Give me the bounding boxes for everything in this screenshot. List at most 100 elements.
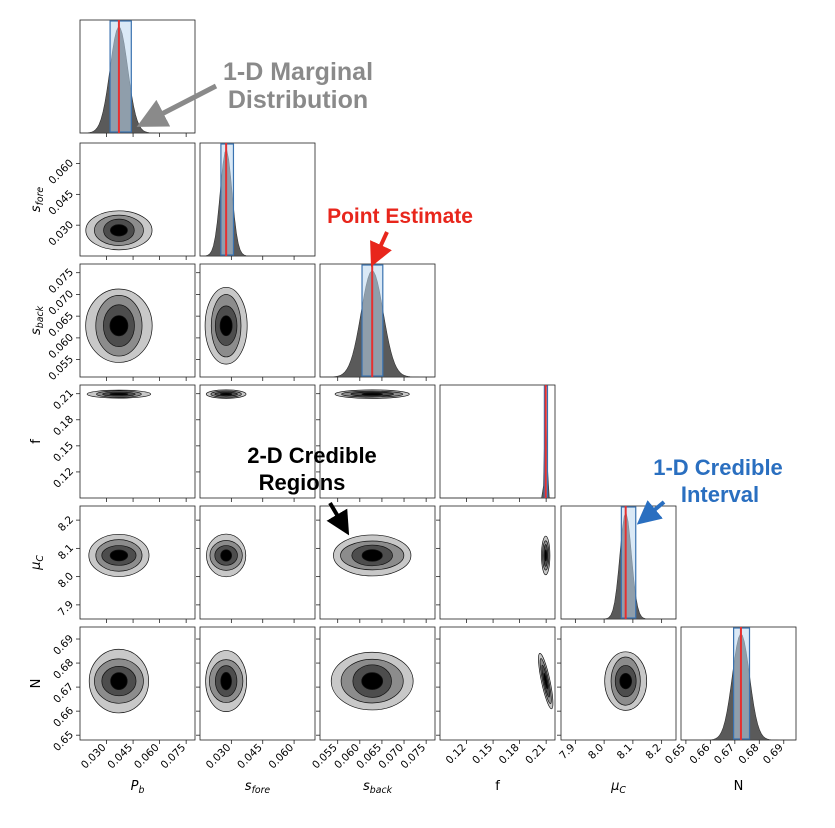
panel-n-vs-n: 0.65 0.66 0.67 0.68 0.69 [663, 626, 797, 767]
x-axis-label-sfore: sfore [245, 779, 271, 796]
panel-sback-vs-sback [319, 263, 436, 381]
x-tick-label-f: 0.15 [470, 742, 495, 767]
y-tick-label-f: 0.12 [51, 466, 76, 491]
annotation-interval-line2: Interval [681, 482, 759, 507]
panel-frame [79, 19, 196, 134]
panel-frame [439, 626, 556, 741]
annotation-interval-arrow [636, 500, 666, 525]
annotation-point-estimate: Point Estimate [327, 205, 473, 228]
panel-frame [199, 384, 316, 499]
annotation-regions-line2: Regions [259, 470, 346, 495]
contour-level-4 [109, 392, 129, 396]
annotation-regions-line1: 2-D Credible [247, 443, 377, 468]
x-tick-label-n: 0.67 [712, 742, 737, 767]
annotation-marginal-line1: 1-D Marginal [223, 58, 373, 86]
x-axis-label-sback: sback [363, 779, 393, 796]
panel-pb-vs-pb [79, 19, 196, 137]
x-tick-label-pb: 0.045 [105, 742, 135, 772]
contour-level-4 [361, 549, 383, 562]
panel-n-vs-muc: 7.9 8.0 8.1 8.2 [557, 626, 677, 762]
y-axis-label-f: f [29, 439, 44, 444]
y-tick-label-sfore: 0.045 [46, 188, 76, 218]
x-tick-label-n: 0.66 [687, 741, 712, 766]
panel-n-vs-sfore: 0.030 0.045 0.060 [196, 626, 316, 772]
panel-sfore-vs-sfore [199, 142, 316, 260]
panel-f-vs-sfore [196, 384, 316, 502]
y-tick-label-muc: 8.2 [56, 514, 76, 534]
y-tick-label-muc: 7.9 [56, 599, 76, 619]
annotation-marginal-arrow [136, 83, 218, 127]
panel-n-vs-f: 0.12 0.15 0.18 0.21 [436, 626, 556, 767]
annotation-point-arrow [370, 231, 392, 267]
credible-interval-band [109, 20, 132, 133]
x-tick-label-n: 0.65 [663, 742, 688, 767]
contour-level-4 [110, 672, 128, 690]
y-tick-label-n: 0.68 [51, 657, 76, 682]
y-tick-label-f: 0.21 [51, 387, 76, 412]
panel-muc-vs-sfore [196, 505, 316, 623]
contour-level-4 [619, 672, 632, 690]
x-tick-label-sfore: 0.030 [204, 742, 234, 772]
panel-f-vs-f [439, 384, 556, 502]
y-axis-label-sback: sback [29, 305, 46, 335]
panel-frame [439, 384, 556, 499]
contour-level-4 [110, 224, 128, 237]
y-tick-label-muc: 8.1 [56, 542, 76, 562]
y-tick-label-n: 0.66 [51, 705, 76, 730]
panel-muc-vs-muc [560, 505, 677, 623]
credible-interval-band [620, 506, 637, 619]
x-tick-label-pb: 0.060 [132, 742, 162, 772]
y-axis-label-muc: μC [29, 555, 46, 571]
x-tick-label-pb: 0.075 [159, 742, 189, 772]
contour-level-4 [361, 672, 384, 690]
x-tick-label-muc: 7.9 [557, 742, 577, 762]
panel-sback-vs-sfore [196, 263, 316, 381]
y-tick-label-n: 0.65 [51, 729, 76, 754]
contour-level-4 [361, 392, 383, 396]
y-tick-label-muc: 8.0 [56, 570, 76, 590]
panel-f-vs-sback [316, 384, 436, 502]
y-tick-label-sback: 0.075 [46, 266, 76, 296]
annotation-interval-line1: 1-D Credible [653, 455, 783, 480]
panel-frame [79, 384, 196, 499]
panel-f-vs-pb: 0.120.150.180.21 [51, 384, 196, 502]
panel-muc-vs-pb: 7.9 8.0 8.1 8.2 [56, 505, 196, 623]
x-axis-label-n: N [734, 779, 744, 794]
contour-level-4 [544, 549, 548, 562]
x-tick-label-f: 0.12 [444, 742, 469, 767]
y-axis-label-n: N [29, 679, 44, 689]
x-tick-label-f: 0.21 [523, 742, 548, 767]
x-tick-label-muc: 8.1 [615, 742, 635, 762]
x-tick-label-n: 0.69 [761, 742, 786, 767]
contour-level-4 [220, 671, 232, 691]
x-tick-label-n: 0.68 [736, 742, 761, 767]
panel-muc-vs-f [436, 505, 556, 623]
x-tick-label-sfore: 0.045 [235, 742, 265, 772]
panel-muc-vs-sback [316, 505, 436, 623]
y-tick-label-n: 0.67 [51, 681, 76, 706]
x-axis-label-pb: Pb [131, 779, 145, 796]
x-tick-label-sfore: 0.060 [266, 742, 296, 772]
y-tick-label-f: 0.18 [51, 413, 76, 438]
x-tick-label-f: 0.18 [497, 742, 522, 767]
panel-frame [319, 384, 436, 499]
y-axis-label-sfore: sfore [29, 187, 46, 213]
credible-interval-band [220, 143, 235, 256]
x-tick-label-pb: 0.030 [79, 742, 109, 772]
contour-level-4 [109, 315, 129, 337]
x-tick-label-muc: 8.0 [586, 742, 606, 762]
y-tick-label-sfore: 0.060 [46, 157, 76, 187]
annotation-marginal-line2: Distribution [228, 86, 368, 114]
y-tick-label-sfore: 0.030 [46, 219, 76, 249]
contour-level-4 [543, 672, 549, 690]
y-tick-label-n: 0.69 [51, 633, 76, 658]
annotation-regions-arrow [326, 501, 350, 536]
panel-frame [439, 505, 556, 620]
marginal-histogram [440, 395, 555, 499]
